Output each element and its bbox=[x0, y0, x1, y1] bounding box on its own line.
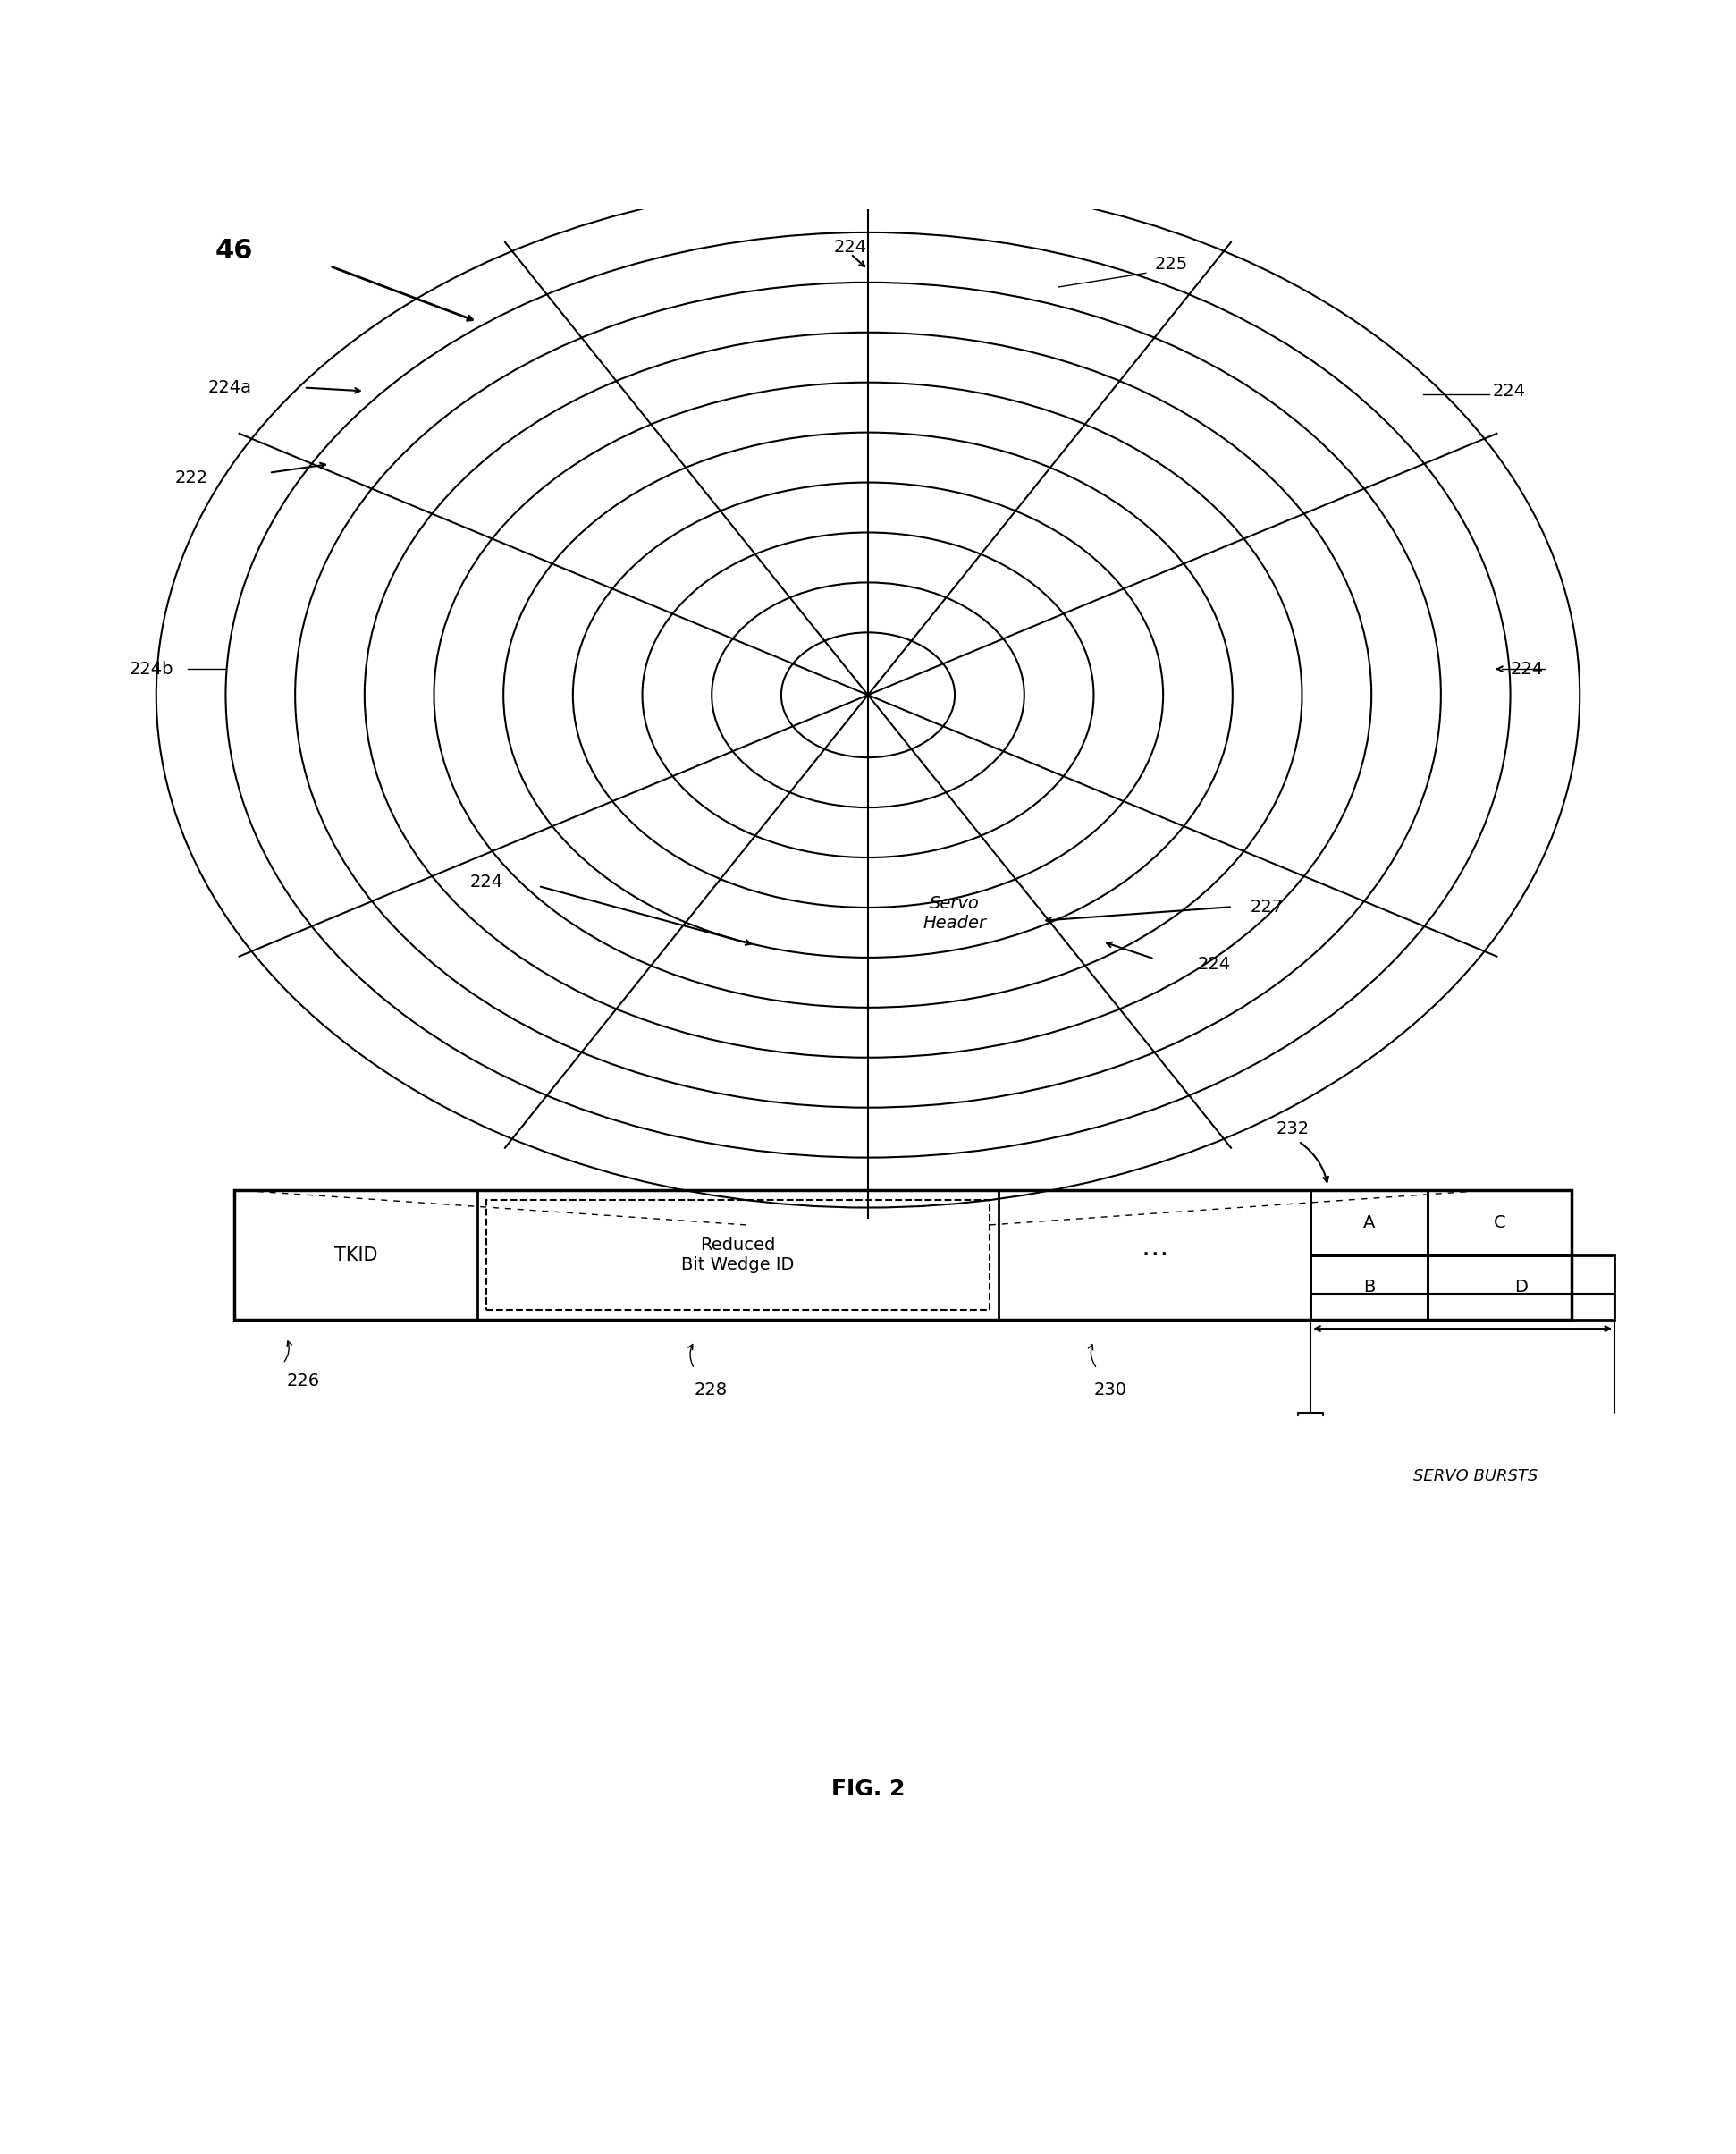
Text: TKID: TKID bbox=[335, 1245, 377, 1264]
Text: Reduced
Bit Wedge ID: Reduced Bit Wedge ID bbox=[681, 1236, 795, 1273]
Text: 226: 226 bbox=[286, 1372, 319, 1389]
Text: D: D bbox=[1514, 1279, 1528, 1297]
Text: 224: 224 bbox=[833, 239, 868, 256]
Text: 224a: 224a bbox=[208, 379, 252, 396]
Text: 224: 224 bbox=[1493, 383, 1526, 401]
Text: 224: 224 bbox=[1198, 956, 1231, 974]
Text: 227: 227 bbox=[1250, 898, 1283, 915]
Text: B: B bbox=[1363, 1279, 1375, 1297]
Text: ⋯: ⋯ bbox=[1141, 1243, 1168, 1269]
Text: 230: 230 bbox=[1094, 1381, 1127, 1398]
Text: SERVO BURSTS: SERVO BURSTS bbox=[1413, 1469, 1538, 1484]
Text: FIG. 2: FIG. 2 bbox=[832, 1779, 904, 1801]
Text: 225: 225 bbox=[1154, 256, 1187, 274]
Text: C: C bbox=[1493, 1215, 1505, 1230]
Text: 224: 224 bbox=[470, 875, 503, 892]
Text: 228: 228 bbox=[694, 1381, 727, 1398]
Text: 46: 46 bbox=[215, 237, 253, 263]
Text: A: A bbox=[1363, 1215, 1375, 1230]
Text: 224b: 224b bbox=[130, 661, 174, 676]
Text: 222: 222 bbox=[175, 470, 208, 487]
Text: 232: 232 bbox=[1276, 1120, 1309, 1137]
Text: Servo
Header: Servo Header bbox=[924, 896, 986, 933]
Text: 224: 224 bbox=[1510, 661, 1543, 676]
